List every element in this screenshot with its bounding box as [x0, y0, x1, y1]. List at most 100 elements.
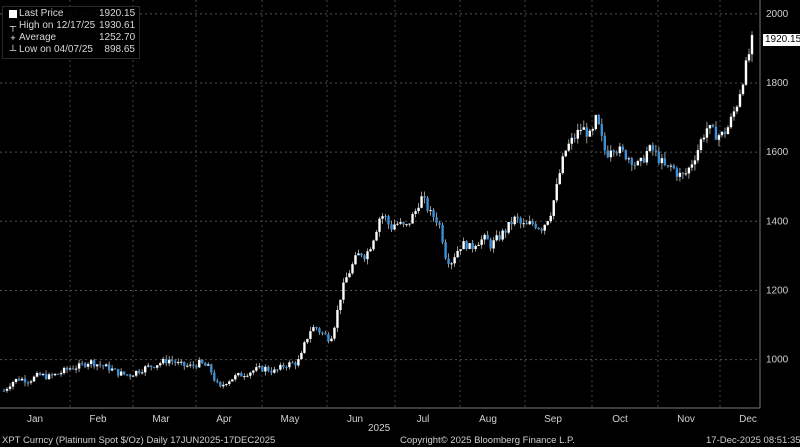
candle-body: [414, 211, 417, 215]
y-tick-label: 1400: [766, 216, 789, 227]
candle-body: [95, 364, 99, 367]
candle-body: [459, 249, 462, 251]
candle-body: [588, 130, 591, 137]
candle-body: [153, 366, 156, 368]
candle-body: [501, 230, 504, 240]
candle-body: [14, 378, 18, 382]
candle-body: [528, 221, 531, 225]
timestamp: 17-Dec-2025 08:51:35: [706, 435, 800, 446]
candle-body: [624, 150, 628, 160]
candle-body: [630, 158, 634, 165]
candle-body: [534, 223, 537, 228]
candle-body: [225, 384, 228, 386]
last-price-tag: 1920.15: [763, 34, 800, 46]
candle-body: [23, 378, 27, 383]
candle-body: [201, 359, 204, 364]
candle-body: [342, 282, 345, 300]
security-description: XPT Curncy (Platinum Spot $/Oz) Daily 17…: [2, 435, 276, 446]
candle-body: [11, 381, 15, 387]
x-tick-label: Jan: [27, 414, 43, 425]
average-marker-icon: +: [10, 33, 16, 43]
candle-body: [8, 386, 12, 389]
candle-body: [639, 157, 643, 162]
candle-body: [591, 129, 594, 131]
x-tick-label: Apr: [216, 414, 232, 425]
candle-body: [180, 361, 183, 363]
x-tick-label: Oct: [612, 414, 628, 425]
candle-body: [348, 273, 351, 278]
candle-body: [29, 381, 33, 383]
candle-body: [125, 374, 129, 376]
candle-body: [666, 165, 670, 167]
candle-body: [171, 359, 174, 362]
candle-body: [255, 367, 258, 371]
candle-body: [549, 215, 552, 222]
y-tick-label: 1600: [766, 147, 789, 158]
candle-body: [741, 84, 745, 95]
candle-body: [177, 362, 180, 364]
candle-body: [330, 338, 333, 342]
x-tick-label: Aug: [479, 414, 497, 425]
candle-body: [750, 35, 754, 55]
candle-body: [648, 145, 652, 152]
candle-body: [429, 210, 432, 212]
candle-body: [119, 371, 123, 376]
candle-body: [116, 368, 120, 376]
candle-body: [573, 137, 576, 139]
candle-body: [83, 363, 87, 367]
legend-last-price: Last Price 1920.15: [7, 8, 135, 20]
candle-body: [531, 221, 534, 224]
candle-body: [351, 264, 354, 274]
candle-body: [375, 231, 378, 241]
legend-label: Average: [19, 32, 57, 43]
candle-body: [92, 360, 96, 367]
candle-body: [128, 374, 132, 377]
candle-body: [17, 378, 21, 381]
candle-body: [522, 223, 525, 225]
candle-body: [444, 242, 447, 259]
candle-body: [447, 258, 450, 265]
candle-body: [228, 381, 231, 385]
candle-body: [384, 216, 387, 218]
candle-body: [213, 372, 216, 381]
candle-body: [645, 151, 649, 163]
year-label: 2025: [368, 423, 391, 434]
candle-body: [729, 116, 733, 128]
candle-body: [594, 115, 597, 130]
candle-body: [408, 223, 411, 225]
candle-body: [309, 331, 312, 339]
candle-body: [603, 135, 607, 151]
candle-body: [600, 124, 603, 136]
candle-body: [684, 173, 688, 175]
candle-body: [20, 378, 24, 381]
legend-label: Low on 04/07/25: [19, 44, 93, 55]
candle-body: [612, 150, 616, 153]
candle-body: [2, 390, 6, 392]
candle-body: [480, 239, 483, 245]
candle-body: [432, 210, 435, 218]
candle-body: [516, 216, 519, 219]
candle-body: [134, 370, 138, 376]
candle-body: [618, 146, 622, 154]
candle-body: [107, 364, 111, 371]
legend-value: 1930.61: [99, 20, 136, 31]
candle-body: [669, 165, 673, 167]
candle-body: [423, 196, 426, 198]
candle-body: [714, 126, 718, 140]
candle-body: [146, 365, 150, 367]
x-tick-label: Sep: [544, 414, 562, 425]
candle-body: [234, 375, 237, 380]
candle-body: [504, 230, 507, 233]
candle-body: [219, 381, 222, 387]
candle-body: [564, 150, 567, 157]
candle-body: [579, 129, 582, 131]
candle-body: [276, 369, 279, 371]
legend: Last Price 1920.15 ┬ High on 12/17/25 19…: [2, 6, 140, 59]
candle-body: [32, 376, 36, 382]
y-tick-label: 1200: [766, 285, 789, 296]
x-tick-label: Feb: [89, 414, 107, 425]
candle-body: [462, 241, 465, 250]
candle-body: [192, 364, 195, 366]
candle-body: [122, 371, 126, 375]
